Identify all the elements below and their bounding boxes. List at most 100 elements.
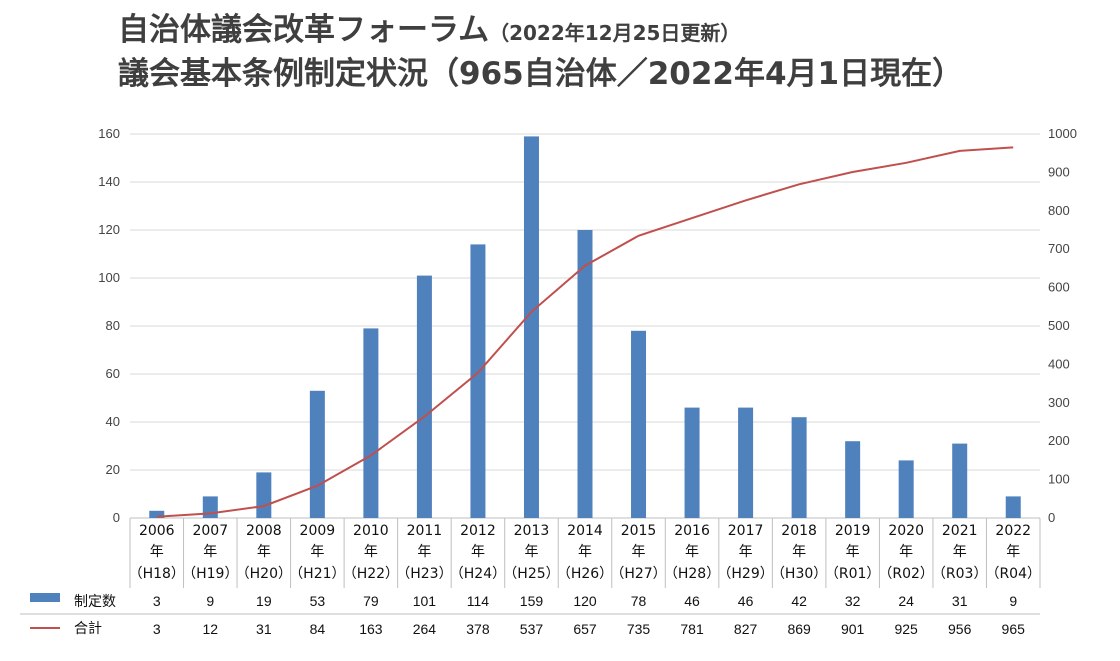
- category-unit-label: 年: [417, 544, 431, 560]
- bar: [416, 275, 432, 518]
- category-unit-label: 年: [364, 544, 378, 560]
- category-era-label: （H18）: [129, 566, 185, 582]
- category-unit-label: 年: [792, 544, 806, 560]
- bar: [149, 510, 165, 518]
- table-cell-bar-value: 3: [153, 593, 161, 609]
- category-year-label: 2022: [995, 523, 1031, 539]
- bar: [1005, 496, 1021, 518]
- table-cell-line-value: 657: [573, 621, 597, 637]
- line-series: [156, 146, 1014, 518]
- table-cell-bar-value: 9: [1009, 593, 1017, 609]
- category-era-label: （R04）: [985, 566, 1041, 582]
- table-cell-bar-value: 46: [684, 593, 700, 609]
- bar: [202, 496, 218, 518]
- table-cell-bar-value: 19: [256, 593, 272, 609]
- category-era-label: （H21）: [289, 566, 345, 582]
- category-era-label: （H28）: [664, 566, 720, 582]
- category-era-label: （H20）: [236, 566, 292, 582]
- legend-bar-key: [30, 593, 60, 602]
- right-axis-tick-label: 600: [1048, 280, 1070, 295]
- category-unit-label: 年: [471, 544, 485, 560]
- right-axis-tick-label: 900: [1048, 164, 1070, 179]
- category-unit-label: 年: [953, 544, 967, 560]
- category-unit-label: 年: [257, 544, 271, 560]
- cumulative-line: [156, 146, 1014, 518]
- right-axis-tick-label: 100: [1048, 472, 1070, 487]
- category-year-label: 2012: [460, 523, 496, 539]
- left-axis-tick-label: 40: [106, 414, 120, 429]
- legend-bar-label: 制定数: [74, 594, 116, 610]
- bar: [470, 244, 486, 518]
- right-axis-tick-label: 800: [1048, 203, 1070, 218]
- table-cell-line-value: 965: [1002, 621, 1026, 637]
- category-unit-label: 年: [632, 544, 646, 560]
- bar: [898, 460, 914, 518]
- category-unit-label: 年: [899, 544, 913, 560]
- table-cell-line-value: 537: [520, 621, 544, 637]
- category-labels: 2006 年 （H18） 2007 年 （H19） 2008 年 （H20） 2009 年 （H21）…: [129, 523, 1041, 582]
- chart-title-updated: （2022年12月25日更新）: [489, 21, 741, 45]
- bar: [791, 417, 807, 518]
- table-cell-line-value: 12: [203, 621, 219, 637]
- left-axis-tick-label: 140: [98, 174, 120, 189]
- bar: [363, 328, 379, 518]
- table-cell-line-value: 3: [153, 621, 161, 637]
- chart-title-main: 自治体議会改革フォーラム: [118, 12, 490, 48]
- bar: [952, 443, 968, 518]
- left-axis-tick-label: 120: [98, 222, 120, 237]
- category-era-label: （H19）: [182, 566, 238, 582]
- table-cell-bar-value: 159: [520, 593, 544, 609]
- category-year-label: 2019: [835, 523, 871, 539]
- category-era-label: （H23）: [396, 566, 452, 582]
- category-unit-label: 年: [1006, 544, 1020, 560]
- right-axis-tick-label: 400: [1048, 356, 1070, 371]
- left-axis: 0 20 40 60 80 100 120 140 160: [98, 126, 120, 525]
- table-cell-bar-value: 24: [898, 593, 914, 609]
- table-cell-bar-value: 114: [467, 593, 490, 609]
- table-cell-line-value: 378: [466, 621, 490, 637]
- left-axis-tick-label: 160: [98, 126, 120, 141]
- chart-title: 自治体議会改革フォーラム（2022年12月25日更新）: [118, 10, 963, 53]
- category-unit-label: 年: [846, 544, 860, 560]
- chart-subtitle: 議会基本条例制定状況（965自治体／2022年4月1日現在）: [118, 56, 964, 92]
- table-cell-line-value: 869: [787, 621, 811, 637]
- category-unit-label: 年: [310, 544, 324, 560]
- table-cell-bar-value: 101: [413, 593, 437, 609]
- bar-series: [149, 136, 1021, 518]
- left-axis-tick-label: 60: [106, 366, 120, 381]
- table-cell-line-value: 956: [948, 621, 972, 637]
- category-year-label: 2013: [514, 523, 550, 539]
- table-cell-bar-value: 31: [952, 593, 968, 609]
- legend-line-label: 合計: [74, 621, 102, 637]
- table-cell-bar-value: 53: [310, 593, 326, 609]
- category-era-label: （R02）: [878, 566, 934, 582]
- left-axis-tick-label: 100: [98, 270, 120, 285]
- category-era-label: （H24）: [450, 566, 506, 582]
- bar: [631, 330, 647, 518]
- category-era-label: （H25）: [503, 566, 559, 582]
- table-cell-bar-value: 78: [631, 593, 647, 609]
- category-year-label: 2017: [728, 523, 764, 539]
- table-cell-line-value: 735: [627, 621, 651, 637]
- table-cell-bar-value: 42: [791, 593, 807, 609]
- category-unit-label: 年: [203, 544, 217, 560]
- category-year-label: 2011: [407, 523, 443, 539]
- table-cell-bar-value: 79: [363, 593, 379, 609]
- table-cell-line-value: 781: [680, 621, 704, 637]
- left-axis-tick-label: 80: [106, 318, 120, 333]
- table-cell-line-value: 827: [734, 621, 758, 637]
- category-unit-label: 年: [578, 544, 592, 560]
- table-cell-line-value: 901: [841, 621, 865, 637]
- table-cell-line-value: 84: [310, 621, 326, 637]
- category-unit-label: 年: [739, 544, 753, 560]
- right-axis-tick-label: 700: [1048, 241, 1070, 256]
- table-cell-line-value: 31: [256, 621, 272, 637]
- category-unit-label: 年: [150, 544, 164, 560]
- bar: [845, 441, 861, 518]
- category-year-label: 2007: [192, 523, 228, 539]
- category-year-label: 2006: [139, 523, 175, 539]
- table-cell-bar-value: 9: [206, 593, 214, 609]
- category-year-label: 2020: [888, 523, 924, 539]
